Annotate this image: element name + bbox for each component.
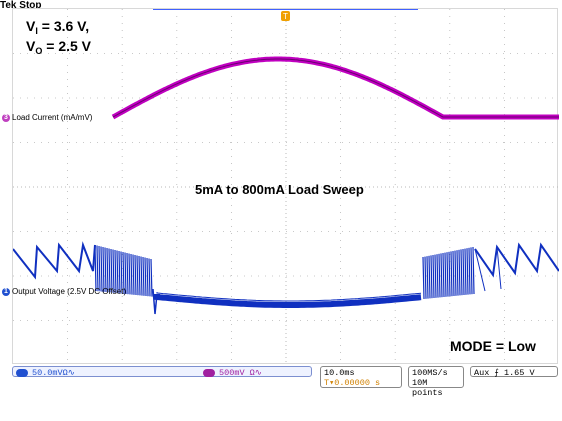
waveform-screen: T: [12, 8, 560, 365]
load-current-core: [112, 58, 559, 118]
vo-subscript: O: [35, 46, 43, 56]
ch1-marker-icon: 1: [2, 287, 10, 296]
voltage-ripple-right: [474, 242, 560, 278]
channel-scale-readout[interactable]: 50.0mVΩ∿ 500mV Ω∿: [12, 366, 312, 378]
bottom-status-bar: 50.0mVΩ∿ 500mV Ω∿ 10.0ms T▾0.00000 s 100…: [0, 366, 562, 398]
top-status-bar: Tek Stop: [0, 0, 562, 14]
output-voltage-trace: [12, 241, 560, 315]
vi-subscript: I: [35, 26, 38, 36]
load-current-trace: [111, 56, 560, 120]
trigger-marker: [281, 11, 290, 21]
ch3-label-text: Load Current (mA/mV): [12, 113, 93, 122]
sample-rate: 100MS/s: [412, 368, 448, 378]
trigger-slope-icon: ⨍: [494, 368, 499, 378]
voltage-spike-left: [152, 288, 158, 315]
input-voltage-label: VI = 3.6 V,: [26, 18, 90, 36]
ch1-scale: 50.0mVΩ∿: [32, 368, 75, 378]
vo-value: = 2.5 V: [42, 38, 92, 54]
voltage-band-edge: [156, 292, 422, 302]
ch3-scale: 500mV Ω∿: [219, 368, 262, 378]
vi-symbol: V: [26, 18, 36, 34]
ch3-label[interactable]: 3 Load Current (mA/mV): [2, 113, 92, 122]
timebase-readout[interactable]: 10.0ms T▾0.00000 s: [320, 366, 402, 388]
acquisition-readout[interactable]: 100MS/s 10M points: [408, 366, 464, 398]
voltage-ripple-right-tails: [474, 246, 502, 292]
ch1-indicator-icon: [16, 368, 28, 377]
output-voltage-label: VO = 2.5 V: [26, 38, 92, 56]
vo-symbol: V: [26, 38, 36, 54]
voltage-burst-left: [94, 244, 153, 297]
voltage-ripple-left: [12, 241, 96, 280]
record-length: 10M points: [412, 378, 443, 398]
trigger-level: 1.65 V: [503, 368, 535, 378]
ch1-label[interactable]: 1 Output Voltage (2.5V DC Offset): [2, 287, 126, 296]
voltage-band: [154, 294, 422, 308]
trigger-position-icon: T: [324, 378, 330, 388]
trigger-source: Aux: [474, 368, 490, 378]
mode-label: MODE = Low: [450, 338, 536, 354]
voltage-burst-right: [422, 246, 475, 300]
trigger-marker-icon: T: [281, 11, 290, 21]
sweep-title: 5mA to 800mA Load Sweep: [195, 182, 364, 197]
trigger-readout[interactable]: Aux ⨍ 1.65 V: [470, 366, 558, 378]
vi-value: = 3.6 V,: [37, 18, 90, 34]
ch1-label-text: Output Voltage (2.5V DC Offset): [12, 287, 127, 296]
trigger-marker-text: T: [283, 12, 288, 21]
ch3-indicator-icon: [203, 368, 216, 377]
timebase: 10.0ms: [324, 368, 355, 378]
trigger-position: ▾0.00000 s: [329, 378, 381, 388]
ch3-marker-icon: 3: [2, 113, 10, 122]
acquisition-status: Tek Stop: [0, 0, 42, 11]
waveform-plot: T: [12, 8, 560, 365]
